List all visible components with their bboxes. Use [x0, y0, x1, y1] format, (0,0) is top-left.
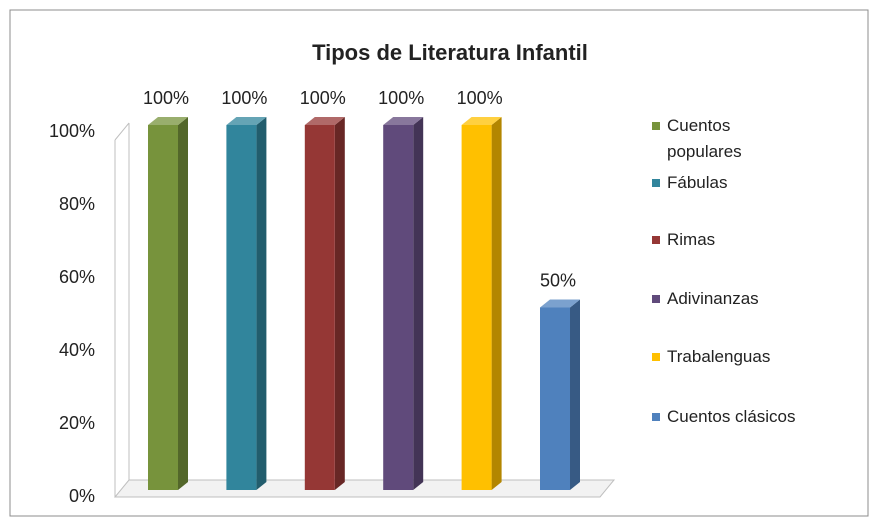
bar-side [256, 117, 267, 490]
legend-swatch [652, 122, 660, 130]
legend-swatch [652, 295, 660, 303]
legend-label: Adivinanzas [667, 289, 759, 308]
data-label: 50% [540, 270, 576, 290]
bar-side [413, 117, 424, 490]
bar [304, 125, 335, 490]
y-tick-label: 40% [59, 340, 95, 360]
legend-item: Trabalenguas [652, 344, 770, 370]
bar [226, 125, 257, 490]
chart-border [9, 9, 869, 517]
data-label: 100% [143, 88, 189, 108]
y-tick-label: 60% [59, 267, 95, 287]
bar-side [334, 117, 345, 490]
bar [148, 125, 178, 490]
wall [114, 122, 130, 141]
floor [113, 479, 616, 498]
legend-swatch [652, 353, 660, 361]
bar-top [304, 117, 345, 125]
legend-swatch [652, 179, 660, 187]
y-tick-label: 100% [49, 121, 95, 141]
chart-title: Tipos de Literatura Infantil [312, 40, 588, 65]
legend-label: Cuentos clásicos [667, 407, 796, 426]
y-tick-label: 20% [59, 413, 95, 433]
legend-item: Rimas [652, 227, 715, 253]
legend-label: Rimas [667, 230, 716, 249]
data-label: 100% [221, 88, 267, 108]
legend-item: Cuentos populares [652, 113, 777, 165]
legend-label: Trabalenguas [667, 347, 771, 366]
bar-side [178, 117, 188, 490]
legend-swatch [652, 236, 660, 244]
y-tick-label: 0% [69, 486, 95, 506]
data-label: 100% [378, 88, 424, 108]
legend-item: Fábulas [652, 170, 727, 196]
legend-label: Cuentos populares [667, 116, 742, 161]
legend-label: Fábulas [667, 173, 728, 192]
bar-top [383, 117, 424, 125]
bar-top [148, 117, 188, 125]
legend-item: Adivinanzas [652, 286, 759, 312]
bar-top [226, 117, 267, 125]
bar [461, 125, 492, 490]
bar-side [491, 117, 502, 490]
bar [540, 307, 570, 490]
legend-swatch [652, 413, 660, 421]
legend-item: Cuentos clásicos [652, 404, 796, 430]
data-label: 100% [300, 88, 346, 108]
y-tick-label: 80% [59, 194, 95, 214]
bar [383, 125, 414, 490]
bar-top [461, 117, 502, 125]
bar-top [540, 299, 580, 308]
data-label: 100% [457, 88, 503, 108]
bar-side [570, 299, 580, 490]
